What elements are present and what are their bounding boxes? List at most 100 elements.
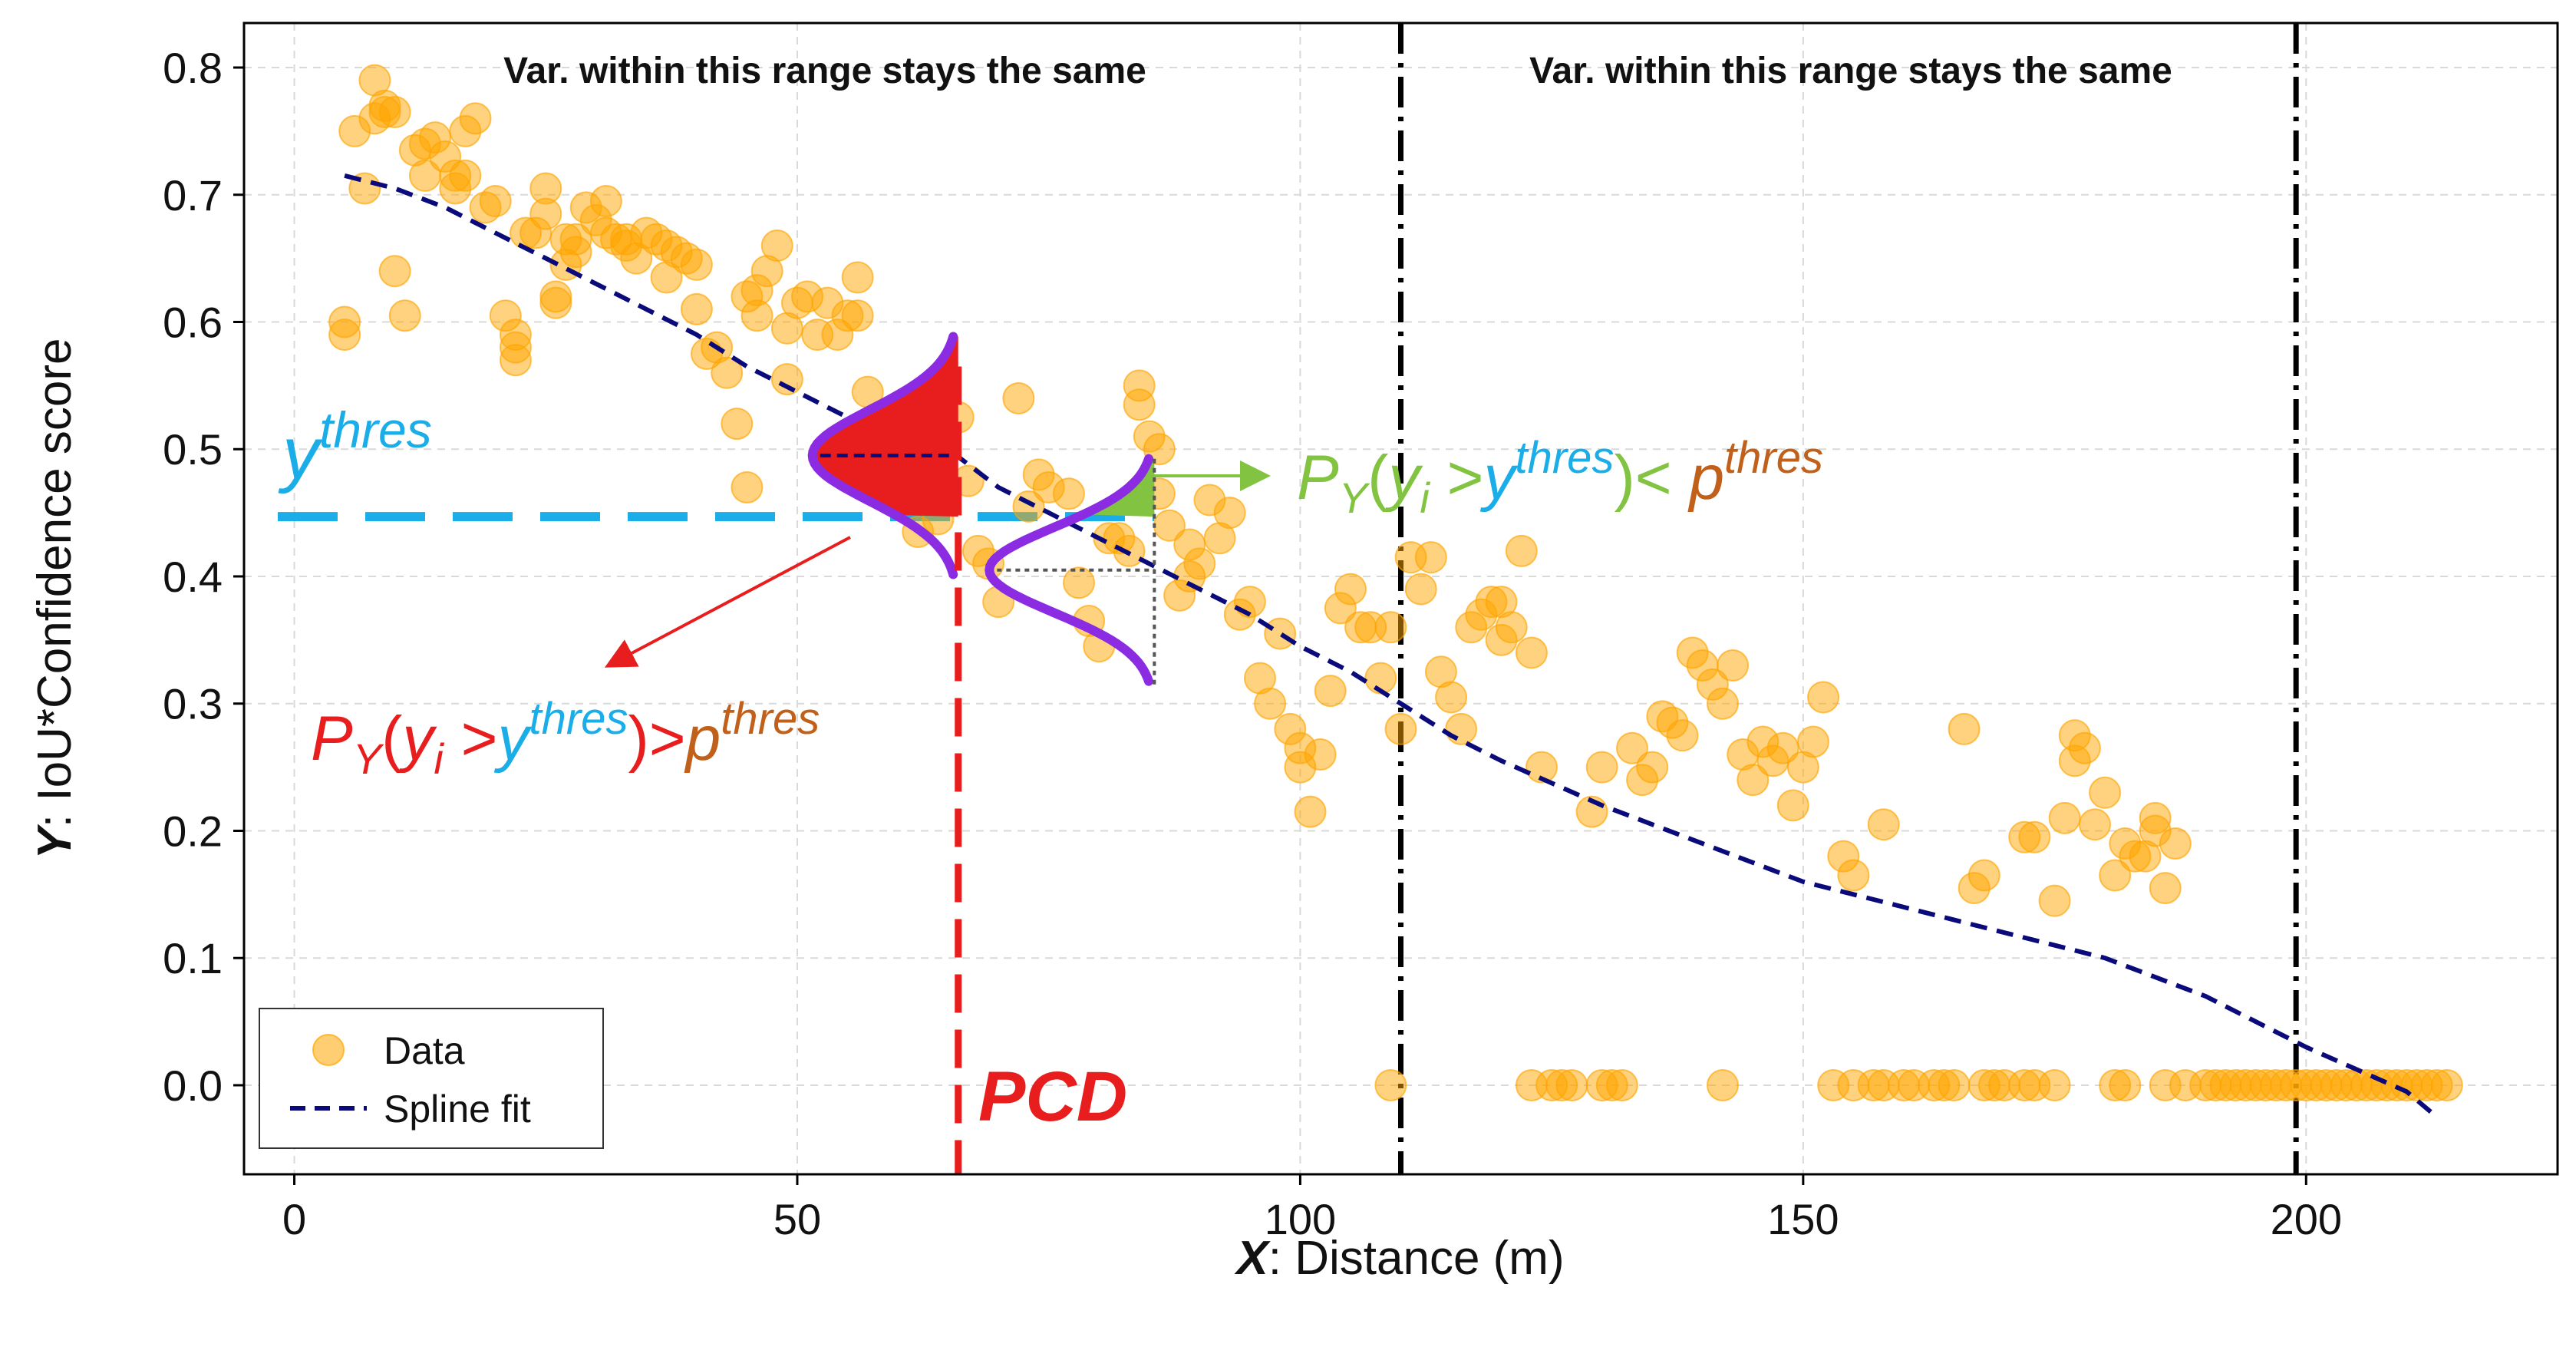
range-label-2: Var. within this range stays the same <box>1529 51 2172 91</box>
x-tick-label: 200 <box>2271 1195 2342 1243</box>
data-point <box>680 292 713 325</box>
data-point <box>1213 497 1246 530</box>
data-point <box>1052 477 1085 510</box>
x-tick-label: 100 <box>1265 1195 1336 1243</box>
data-point <box>1183 547 1216 580</box>
data-point <box>1948 712 1981 745</box>
data-point <box>2038 884 2071 917</box>
y-thres-label: ythres <box>278 401 432 494</box>
legend-data-marker <box>312 1034 345 1066</box>
data-point <box>2089 776 2122 809</box>
data-point <box>1525 751 1558 784</box>
data-point <box>1384 712 1417 745</box>
data-point <box>388 299 421 332</box>
data-point <box>680 248 713 281</box>
x-tick-label: 0 <box>282 1195 306 1243</box>
y-axis-title: Y: IoU*Confidence score <box>28 338 81 860</box>
data-point <box>1585 751 1618 784</box>
data-point <box>378 255 411 288</box>
data-point <box>1264 617 1297 650</box>
data-point <box>1605 1068 1638 1101</box>
legend-spline-label: Spline fit <box>384 1088 531 1131</box>
data-point <box>1737 764 1770 797</box>
distribution-curves <box>807 332 1156 689</box>
y-tick-label: 0.6 <box>163 299 223 347</box>
data-point <box>1616 731 1648 764</box>
data-point <box>1304 738 1337 771</box>
data-point <box>2149 872 2182 905</box>
data-point <box>1254 687 1287 720</box>
range-label-1: Var. within this range stays the same <box>503 51 1146 91</box>
data-point <box>1967 859 2000 892</box>
data-point <box>2018 820 2051 853</box>
data-point <box>529 197 562 230</box>
data-point <box>1666 719 1699 752</box>
data-point <box>2048 801 2081 834</box>
data-point <box>2079 808 2111 841</box>
data-point <box>1837 859 1870 892</box>
data-point <box>1374 1068 1407 1101</box>
data-point <box>740 299 773 332</box>
data-point <box>2159 827 2192 860</box>
data-point <box>2099 859 2132 892</box>
data-point <box>479 185 512 218</box>
data-point <box>589 185 622 218</box>
x-tick-label: 50 <box>773 1195 821 1243</box>
data-point <box>1867 808 1900 841</box>
data-point <box>721 408 754 441</box>
legend-data-label: Data <box>384 1029 465 1072</box>
spline-fit <box>344 173 2439 1119</box>
data-point <box>328 319 361 352</box>
data-point <box>760 229 793 262</box>
data-point <box>841 299 874 332</box>
data-point <box>539 280 572 313</box>
data-point <box>1294 795 1327 828</box>
data-point <box>499 331 532 364</box>
right-distribution-curve <box>985 454 1153 686</box>
data-point <box>2068 731 2101 764</box>
red-arrow <box>604 536 851 668</box>
data-point <box>559 223 592 256</box>
spline-line <box>344 173 2439 1119</box>
green-formula: PY(yi >ythres)< pthres <box>1297 433 1823 522</box>
y-axis-ticks: 0.0 0.1 0.2 0.3 0.4 0.5 0.6 0.7 0.8 <box>163 44 244 1110</box>
data-point <box>2038 1068 2071 1101</box>
data-point <box>711 356 744 389</box>
data-point <box>1314 675 1347 708</box>
x-tick-label: 150 <box>1767 1195 1839 1243</box>
data-point <box>1796 725 1829 758</box>
x-axis-title: X: Distance (m) <box>1234 1232 1564 1285</box>
data-point <box>1495 611 1528 644</box>
red-formula: PY(yi >ythres)>pthres <box>311 694 820 783</box>
data-point <box>1435 681 1468 714</box>
data-point <box>2430 1068 2463 1101</box>
y-tick-label: 0.3 <box>163 680 223 728</box>
data-point <box>459 102 492 135</box>
data-point <box>2109 1068 2142 1101</box>
data-point <box>841 261 874 294</box>
data-point <box>770 363 803 396</box>
data-point <box>1555 1068 1588 1101</box>
legend-box <box>259 1008 604 1149</box>
left-distribution-curve <box>807 332 958 579</box>
data-point <box>1717 649 1750 682</box>
y-tick-label: 0.5 <box>163 425 223 474</box>
data-point <box>1505 534 1538 567</box>
data-point <box>1636 751 1669 784</box>
y-tick-label: 0.1 <box>163 934 223 982</box>
y-tick-label: 0.4 <box>163 553 223 601</box>
data-point <box>1515 636 1548 669</box>
x-axis-ticks: 0 50 100 150 200 <box>282 1174 2342 1243</box>
y-tick-label: 0.8 <box>163 44 223 92</box>
data-point <box>1807 681 1840 714</box>
data-point <box>1334 573 1367 606</box>
green-exceedance-area <box>1084 458 1155 517</box>
data-point <box>449 159 482 192</box>
data-point <box>1766 731 1799 764</box>
data-point <box>1123 369 1156 402</box>
data-point <box>1063 566 1096 599</box>
y-tick-label: 0.7 <box>163 171 223 220</box>
data-point <box>1414 541 1447 574</box>
y-tick-label: 0.2 <box>163 807 223 855</box>
